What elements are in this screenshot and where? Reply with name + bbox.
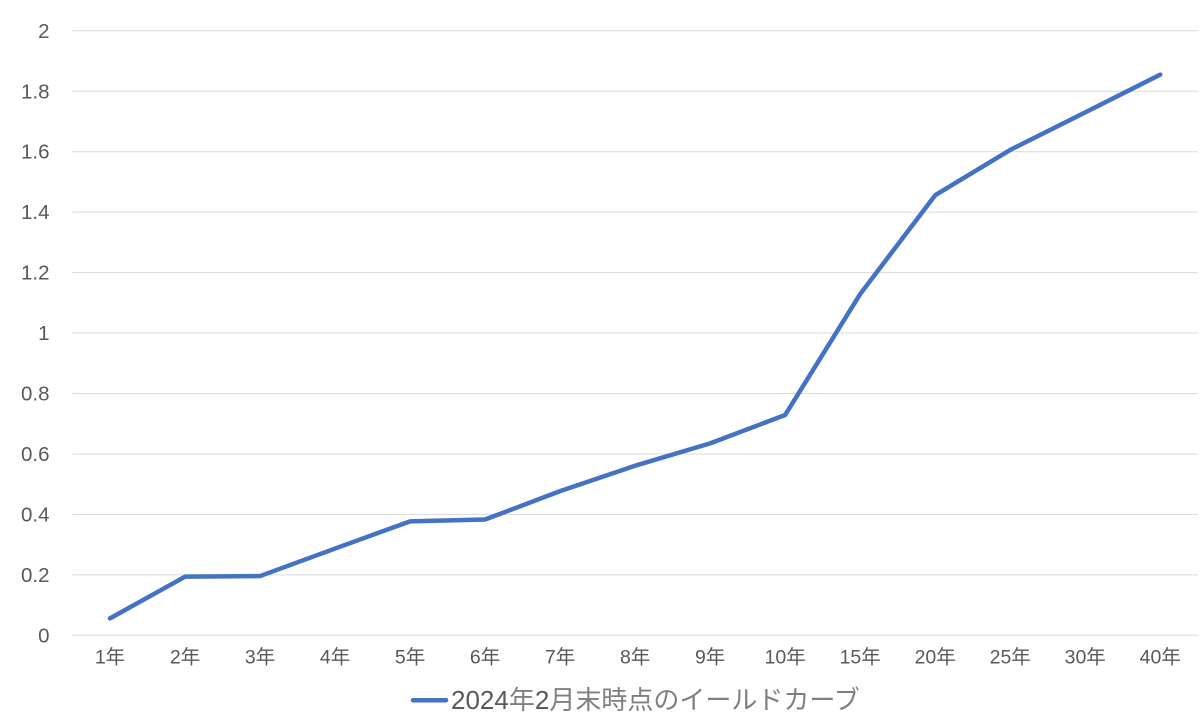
svg-text:7年: 7年 [545, 647, 575, 669]
svg-text:15年: 15年 [840, 647, 881, 669]
svg-text:0: 0 [38, 624, 49, 647]
svg-text:9年: 9年 [695, 647, 725, 669]
svg-text:2: 2 [38, 20, 49, 43]
svg-text:20年: 20年 [915, 647, 956, 669]
svg-text:0.6: 0.6 [21, 443, 50, 466]
svg-text:1.2: 1.2 [21, 262, 50, 285]
svg-text:25年: 25年 [990, 647, 1031, 669]
svg-text:5年: 5年 [395, 647, 425, 669]
svg-text:0.8: 0.8 [21, 383, 50, 406]
svg-text:40年: 40年 [1140, 647, 1181, 669]
svg-text:1.4: 1.4 [21, 201, 50, 224]
svg-text:1年: 1年 [95, 647, 125, 669]
svg-text:1.8: 1.8 [21, 80, 50, 103]
svg-text:4年: 4年 [320, 647, 350, 669]
svg-text:2年: 2年 [170, 647, 200, 669]
svg-text:1: 1 [38, 322, 49, 345]
svg-text:2024年2月末時点のイールドカーブ: 2024年2月末時点のイールドカーブ [451, 685, 860, 715]
svg-text:8年: 8年 [620, 647, 650, 669]
svg-text:10年: 10年 [765, 647, 806, 669]
svg-text:30年: 30年 [1065, 647, 1106, 669]
svg-text:6年: 6年 [470, 647, 500, 669]
svg-text:1.6: 1.6 [21, 141, 50, 164]
svg-text:3年: 3年 [245, 647, 275, 669]
svg-text:0.4: 0.4 [21, 503, 50, 526]
svg-text:0.2: 0.2 [21, 564, 50, 587]
